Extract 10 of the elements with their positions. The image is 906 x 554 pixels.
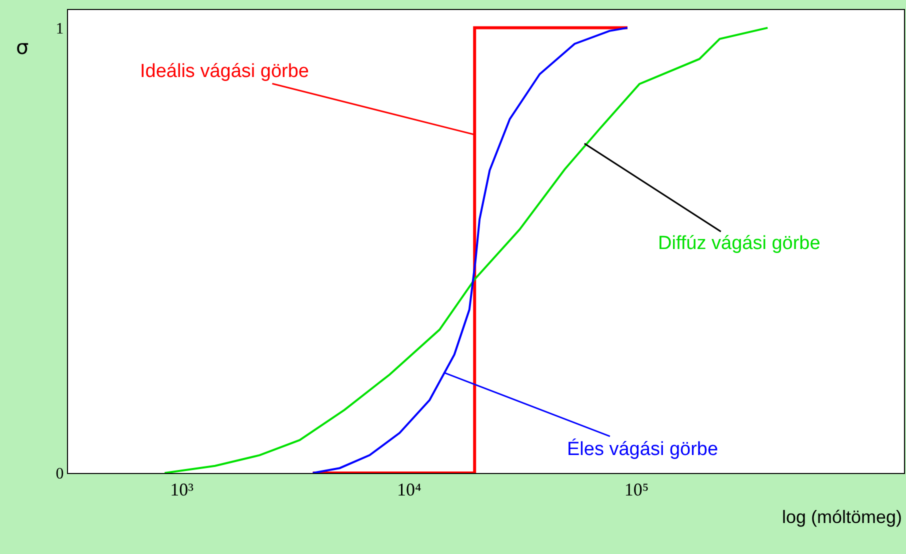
y-tick-label: 0 <box>56 466 64 483</box>
y-axis-title: σ <box>16 35 29 59</box>
x-tick-label: 10³ <box>170 480 194 500</box>
x-axis-title: log (móltömeg) <box>782 507 902 527</box>
y-tick-label: 1 <box>56 20 64 38</box>
annotation: Ideális vágási görbe <box>140 61 309 82</box>
x-tick-label: 10⁵ <box>624 480 649 500</box>
x-tick-label: 10⁴ <box>397 480 422 500</box>
annotation: Éles vágási görbe <box>567 438 718 460</box>
annotation: Diffúz vágási görbe <box>658 233 820 254</box>
